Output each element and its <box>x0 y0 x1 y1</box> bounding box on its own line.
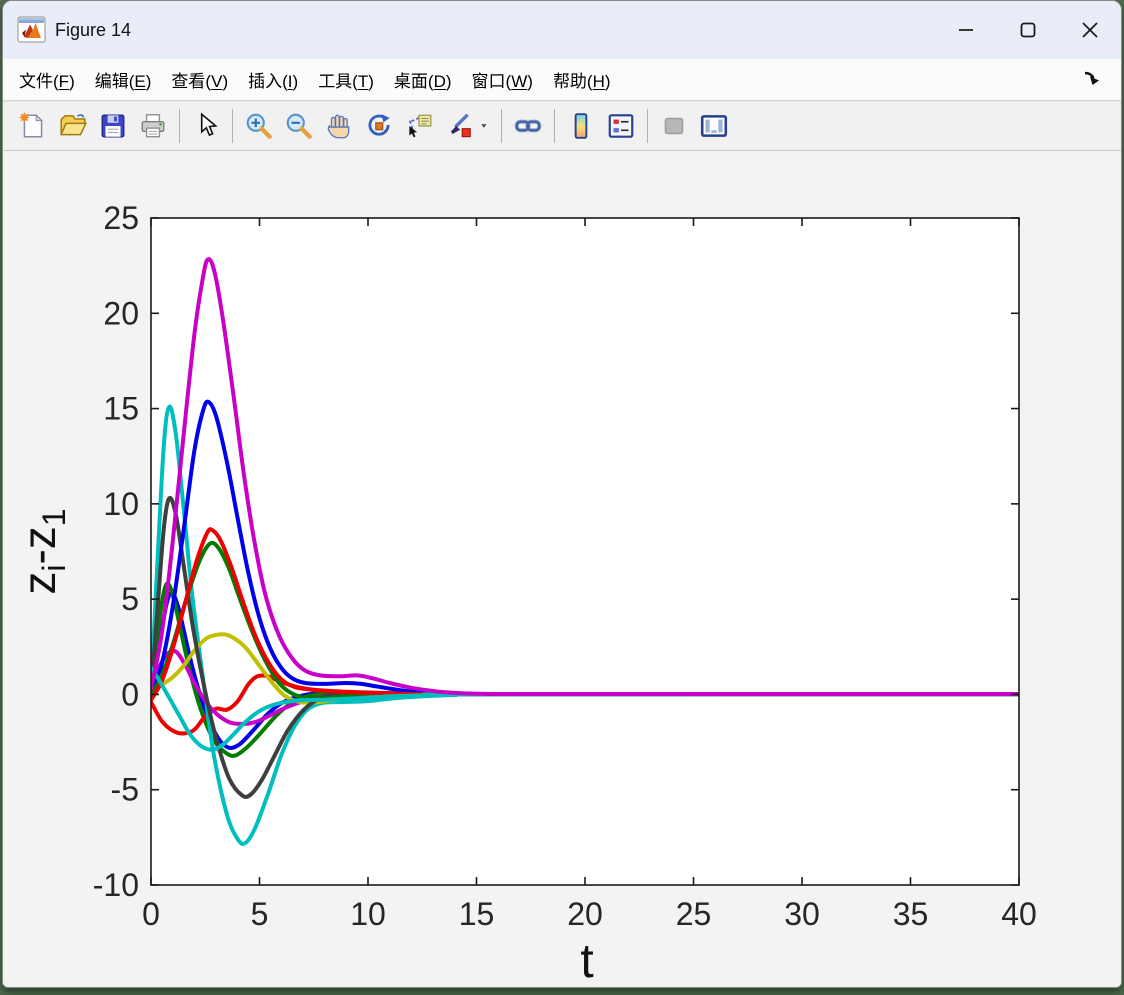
y-tick-label: 15 <box>103 391 139 427</box>
pan-button[interactable] <box>319 106 359 146</box>
print-figure-icon <box>141 114 165 138</box>
menu-item-e[interactable]: 编辑(E) <box>85 61 162 98</box>
x-axis-label: t <box>580 935 593 988</box>
y-tick-label: -5 <box>111 772 139 808</box>
x-tick-label: 5 <box>251 896 269 932</box>
zoom-in-icon <box>246 113 272 139</box>
show-plot-tools-icon <box>700 115 728 137</box>
close-button[interactable] <box>1059 1 1121 59</box>
maximize-icon <box>1020 22 1036 38</box>
menu-item-v[interactable]: 查看(V) <box>161 61 238 98</box>
x-tick-label: 25 <box>676 896 712 932</box>
open-file-icon <box>60 114 88 136</box>
hide-plot-tools-button[interactable] <box>654 106 694 146</box>
dock-figure-button[interactable] <box>1077 66 1105 94</box>
toolbar-separator <box>179 109 180 143</box>
y-axis-label: zi​-z1​ <box>13 508 72 594</box>
y-tick-label: 10 <box>103 486 139 522</box>
y-tick-label: 5 <box>121 581 139 617</box>
title-bar[interactable]: Figure 14 <box>3 1 1121 59</box>
rotate-3d-button[interactable] <box>359 106 399 146</box>
toolbar-separator <box>501 109 502 143</box>
insert-legend-icon <box>608 114 634 138</box>
window-title: Figure 14 <box>55 19 132 40</box>
y-tick-label: 20 <box>103 295 139 331</box>
x-tick-label: 40 <box>1001 896 1037 932</box>
plot-area <box>151 218 1019 885</box>
y-tick-label: 25 <box>103 200 139 236</box>
print-figure-button[interactable] <box>133 106 173 146</box>
toolbar-separator <box>647 109 648 143</box>
pointer-icon <box>200 112 218 137</box>
menu-item-d[interactable]: 桌面(D) <box>384 61 462 98</box>
dock-arrow-icon <box>1084 71 1099 85</box>
rotate-3d-icon <box>368 114 390 136</box>
menu-item-w[interactable]: 窗口(W) <box>462 61 543 98</box>
minimize-icon <box>959 29 973 31</box>
plot-svg: 0 5 10 15 20 25 30 35 40 -10 -5 0 5 10 15 20 25 t zi​-z1​ <box>13 200 1037 988</box>
x-tick-label: 30 <box>784 896 820 932</box>
pointer-button[interactable] <box>186 106 226 146</box>
brush-dropdown-button[interactable] <box>479 106 495 146</box>
zoom-in-button[interactable] <box>239 106 279 146</box>
y-tick-label: -10 <box>93 867 139 903</box>
link-plot-button[interactable] <box>508 106 548 146</box>
brush-button[interactable] <box>439 106 479 146</box>
minimize-button[interactable] <box>935 1 997 59</box>
pan-icon <box>327 114 350 139</box>
save-figure-button[interactable] <box>93 106 133 146</box>
window-controls <box>935 1 1121 59</box>
brush-icon <box>450 114 471 138</box>
menu-item-t[interactable]: 工具(T) <box>308 61 384 98</box>
save-figure-icon <box>101 114 125 138</box>
brush-dropdown-icon <box>481 124 487 128</box>
new-figure-icon <box>19 112 43 138</box>
menu-item-i[interactable]: 插入(I) <box>238 61 308 98</box>
maximize-button[interactable] <box>997 1 1059 59</box>
insert-colorbar-button[interactable] <box>561 106 601 146</box>
x-tick-label: 20 <box>567 896 603 932</box>
insert-legend-button[interactable] <box>601 106 641 146</box>
series-cyan-b-line <box>151 665 1019 752</box>
hide-plot-tools-icon <box>664 117 684 135</box>
x-tick-label: 10 <box>350 896 386 932</box>
matlab-app-icon <box>17 16 47 44</box>
y-tick-label: 0 <box>121 676 139 712</box>
menu-item-h[interactable]: 帮助(H) <box>543 61 621 98</box>
show-plot-tools-button[interactable] <box>694 106 734 146</box>
menu-item-f[interactable]: 文件(F) <box>9 61 85 98</box>
x-tick-label: 0 <box>142 896 160 932</box>
link-plot-icon <box>514 119 542 133</box>
data-cursor-icon <box>407 114 432 138</box>
x-tick-label: 35 <box>893 896 929 932</box>
zoom-out-button[interactable] <box>279 106 319 146</box>
figure-canvas: 0 5 10 15 20 25 30 35 40 -10 -5 0 5 10 15 20 25 t zi​-z1​ <box>3 151 1121 988</box>
series-magenta-b-line <box>151 257 1019 697</box>
open-file-button[interactable] <box>53 106 93 146</box>
x-tick-label: 15 <box>459 896 495 932</box>
data-cursor-button[interactable] <box>399 106 439 146</box>
new-figure-button[interactable] <box>13 106 53 146</box>
toolbar-separator <box>232 109 233 143</box>
zoom-out-icon <box>286 113 312 139</box>
toolbar <box>3 101 1121 151</box>
insert-colorbar-icon <box>574 113 588 139</box>
menu-bar: 文件(F) 编辑(E) 查看(V) 插入(I) 工具(T) 桌面(D) 窗口(W) 帮助(H) <box>3 59 1121 101</box>
toolbar-separator <box>554 109 555 143</box>
close-icon <box>1082 22 1098 38</box>
